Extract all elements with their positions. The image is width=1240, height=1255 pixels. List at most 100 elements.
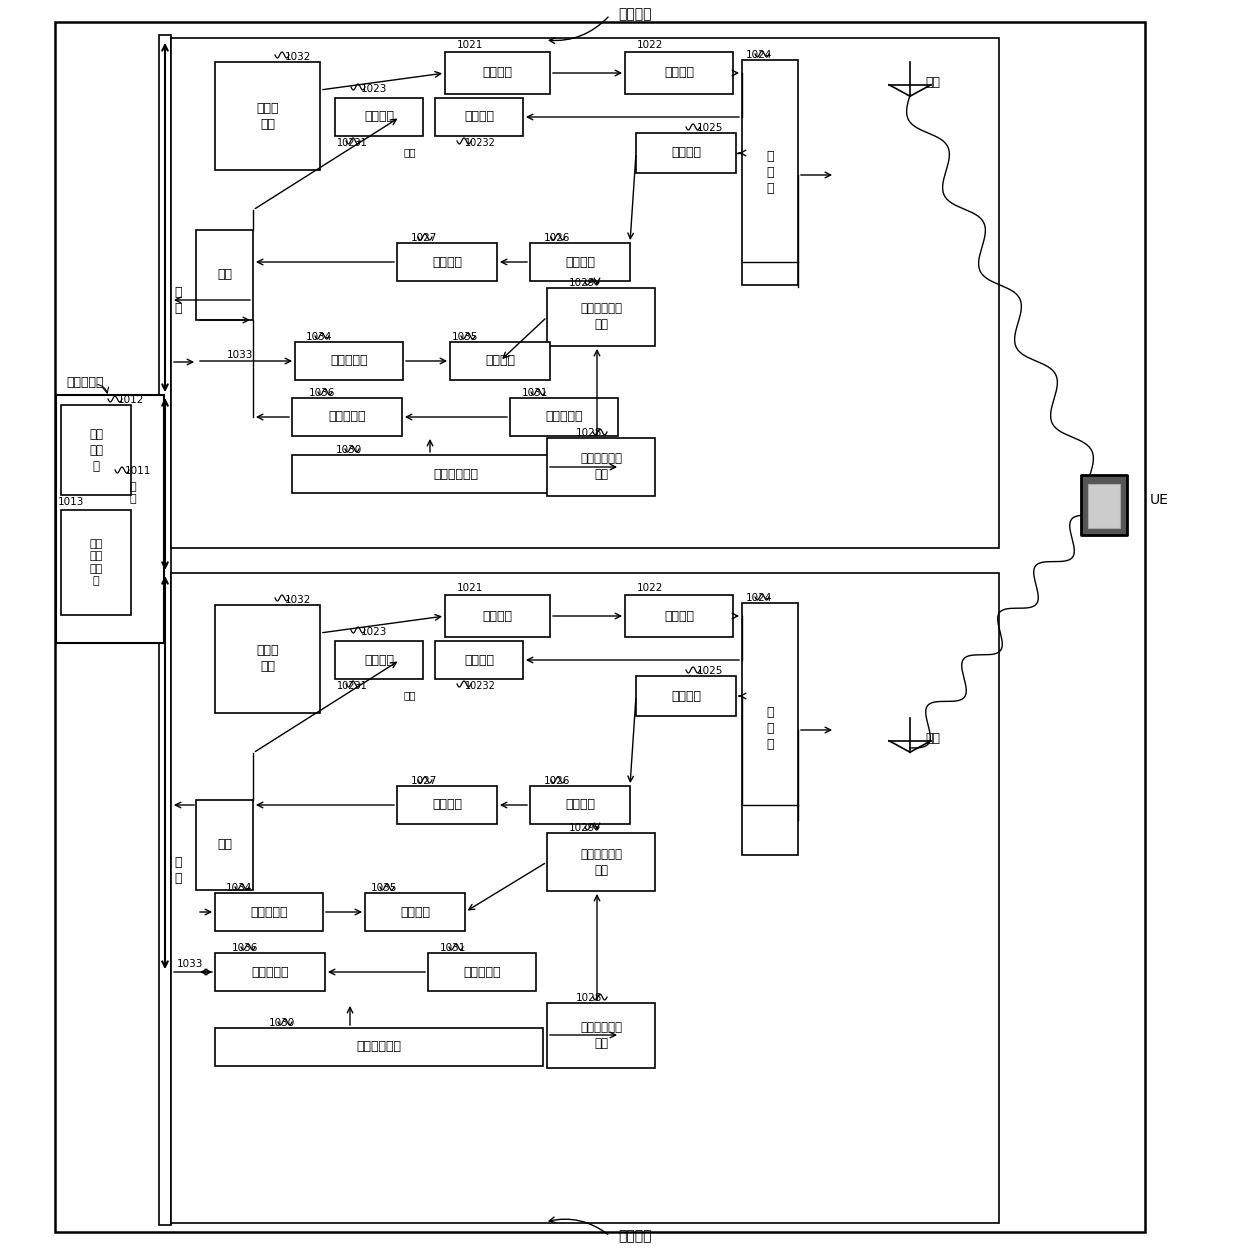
Text: 下行调度: 下行调度 [365, 110, 394, 123]
Text: 1022: 1022 [637, 584, 663, 594]
Bar [547, 287, 655, 346]
Text: 信道估计: 信道估计 [671, 147, 701, 159]
Bar [742, 602, 799, 855]
Text: 随机接入前导
检测: 随机接入前导 检测 [580, 453, 622, 482]
Text: 时间信息获取: 时间信息获取 [434, 468, 479, 481]
Text: 时间
调整
量处
理: 时间 调整 量处 理 [89, 538, 103, 586]
Bar [529, 786, 630, 825]
Text: 下行调度: 下行调度 [365, 654, 394, 666]
Text: 1021: 1021 [456, 584, 484, 594]
Text: 时间调整: 时间调整 [401, 906, 430, 919]
Text: 时间差计算: 时间差计算 [546, 410, 583, 423]
Text: 1029: 1029 [569, 279, 595, 287]
Text: 上行调度: 上行调度 [464, 654, 494, 666]
Bar [171, 574, 999, 1224]
Text: 调整
量发
送: 调整 量发 送 [89, 428, 103, 472]
Text: UE: UE [1149, 493, 1169, 507]
Text: 信道解调: 信道解调 [565, 798, 595, 812]
Bar [636, 676, 737, 717]
Bar [450, 343, 551, 380]
Text: 时间差发送: 时间差发送 [252, 965, 289, 979]
Text: 天线: 天线 [925, 732, 940, 744]
Text: 信道解调: 信道解调 [565, 256, 595, 269]
Text: 1034: 1034 [226, 884, 252, 894]
Text: 信道分离: 信道分离 [432, 256, 463, 269]
Bar [547, 438, 655, 496]
Text: 1031: 1031 [522, 388, 548, 398]
Text: 第一基站: 第一基站 [619, 1229, 652, 1242]
Text: 1035: 1035 [451, 333, 479, 343]
Bar [529, 243, 630, 281]
Bar [171, 38, 999, 548]
Text: 1033: 1033 [227, 350, 253, 360]
Text: 1027: 1027 [410, 233, 438, 243]
Text: 1032: 1032 [285, 51, 311, 61]
Text: 10232: 10232 [465, 138, 496, 148]
Text: 集中控制器: 集中控制器 [66, 376, 104, 389]
Text: 随机接入前导
检测: 随机接入前导 检测 [580, 1022, 622, 1050]
Text: 信道调制: 信道调制 [663, 67, 694, 79]
Bar [428, 953, 536, 991]
Text: 1026: 1026 [544, 776, 570, 786]
Text: 移动性
管理: 移动性 管理 [257, 645, 279, 674]
Text: 1027: 1027 [410, 776, 438, 786]
Bar [397, 786, 497, 825]
Text: 1035: 1035 [371, 884, 397, 894]
Bar [435, 98, 523, 136]
Text: 信道调制: 信道调制 [663, 610, 694, 622]
Text: 时间调整: 时间调整 [485, 354, 515, 368]
Text: 接
口: 接 口 [130, 482, 136, 505]
Text: 高层: 高层 [217, 269, 232, 281]
Text: 信道估计: 信道估计 [671, 689, 701, 703]
Bar [335, 98, 423, 136]
Text: 1030: 1030 [336, 446, 362, 456]
Text: 1034: 1034 [306, 333, 332, 343]
Text: 1036: 1036 [232, 943, 258, 953]
Text: 1029: 1029 [569, 823, 595, 833]
Bar [547, 1003, 655, 1068]
Bar [291, 456, 620, 493]
Bar [1087, 484, 1120, 528]
Text: 上行调度: 上行调度 [464, 110, 494, 123]
Text: 10231: 10231 [337, 681, 368, 692]
Text: 调整量获取: 调整量获取 [330, 354, 368, 368]
Bar [365, 894, 465, 931]
Bar [215, 894, 322, 931]
Text: 时间差计算: 时间差计算 [464, 965, 501, 979]
Bar [445, 595, 551, 638]
Bar [291, 398, 402, 435]
Text: 1036: 1036 [309, 388, 335, 398]
Text: 1032: 1032 [285, 595, 311, 605]
Text: 10232: 10232 [465, 681, 496, 692]
Text: 接
口: 接 口 [175, 285, 182, 315]
Text: 1025: 1025 [697, 123, 723, 133]
Text: 1023: 1023 [361, 84, 387, 94]
Bar [295, 343, 403, 380]
Text: 时间差发送: 时间差发送 [329, 410, 366, 423]
Text: 1028: 1028 [575, 428, 601, 438]
Text: 1012: 1012 [118, 395, 144, 405]
Text: 调整量获取: 调整量获取 [250, 906, 288, 919]
Text: 1024: 1024 [745, 50, 773, 60]
Text: 中
射
频: 中 射 频 [766, 151, 774, 195]
Text: 1021: 1021 [456, 40, 484, 50]
Text: 信道分离: 信道分离 [432, 798, 463, 812]
Text: 1022: 1022 [637, 40, 663, 50]
Bar [215, 61, 320, 169]
Text: 10231: 10231 [337, 138, 368, 148]
Bar [215, 1028, 543, 1065]
Text: 1011: 1011 [125, 466, 151, 476]
Bar [159, 35, 171, 1225]
Bar [215, 605, 320, 713]
Bar [196, 799, 253, 890]
Bar [625, 595, 733, 638]
Bar [547, 833, 655, 891]
Text: 第二基站: 第二基站 [619, 8, 652, 21]
Bar [636, 133, 737, 173]
Bar [742, 60, 799, 285]
Bar [215, 953, 325, 991]
Text: 移动性
管理: 移动性 管理 [257, 102, 279, 131]
Text: 高层: 高层 [217, 838, 232, 851]
Text: 调度: 调度 [404, 690, 417, 700]
Text: 随机接入前导
管理: 随机接入前导 管理 [580, 302, 622, 331]
